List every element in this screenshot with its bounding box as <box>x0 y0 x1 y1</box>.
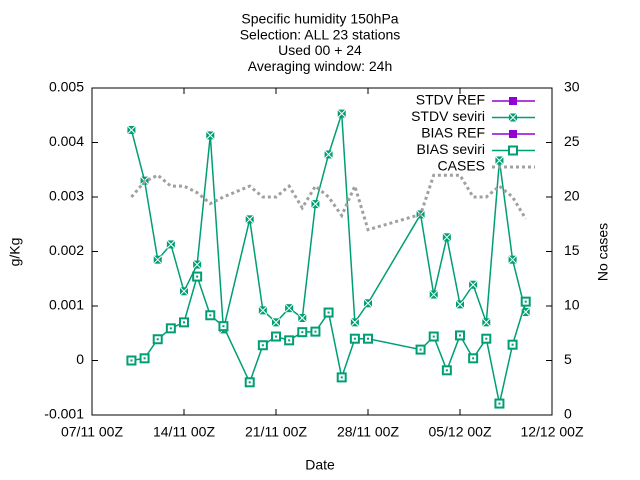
point-cross <box>350 317 360 327</box>
point-cross <box>468 280 478 290</box>
y2-tick-label: 15 <box>564 242 580 258</box>
point-dot <box>340 376 343 379</box>
legend-label: BIAS seviri <box>417 141 485 157</box>
y-tick-label: 0.005 <box>49 79 84 95</box>
point-dot <box>327 311 330 314</box>
point-dot <box>353 337 356 340</box>
point-cross <box>166 240 176 249</box>
point-cross <box>324 150 333 159</box>
point-dot <box>459 334 461 337</box>
legend-marker <box>508 145 518 156</box>
y-tick-label: 0.004 <box>49 133 84 149</box>
point-cross <box>481 317 491 327</box>
x-tick-label: 05/12 00Z <box>428 424 491 440</box>
point-dot <box>275 335 277 338</box>
point-cross <box>297 313 307 323</box>
point-cross <box>455 300 465 309</box>
series <box>126 271 531 409</box>
point-dot <box>524 300 527 303</box>
chart-title: Specific humidity 150hPa <box>241 11 398 27</box>
point-cross <box>127 125 136 135</box>
point-dot <box>209 314 212 317</box>
point-cross <box>429 290 439 299</box>
series-line <box>130 173 527 232</box>
point-cross <box>153 255 163 265</box>
legend-label: STDV seviri <box>411 108 485 124</box>
point-cross <box>245 214 255 224</box>
point-cross <box>284 303 294 313</box>
x-tick-label: 21/11 00Z <box>245 424 307 440</box>
chart-title: Averaging window: 24h <box>248 58 393 74</box>
y-tick-label: 0.001 <box>49 297 84 313</box>
point-dot <box>511 343 514 346</box>
point-cross <box>495 156 504 165</box>
legend-marker <box>509 130 517 138</box>
legend-marker-cross <box>508 113 518 122</box>
point-dot <box>419 348 422 351</box>
point-dot <box>314 330 317 333</box>
point-dot <box>143 357 146 360</box>
point-dot <box>301 331 304 334</box>
y-tick-label: 0 <box>76 351 84 367</box>
x-tick-label: 28/11 00Z <box>337 424 399 440</box>
y2-tick-label: 5 <box>564 351 572 367</box>
legend-marker <box>509 97 517 105</box>
series <box>130 173 527 232</box>
point-cross <box>205 131 215 140</box>
legend-label: BIAS REF <box>421 125 485 141</box>
point-dot <box>248 381 251 384</box>
point-dot <box>196 275 199 278</box>
y2-tick-label: 10 <box>564 297 580 313</box>
chart-title: Used 00 + 24 <box>278 42 362 58</box>
point-cross <box>311 199 320 209</box>
y2-tick-label: 30 <box>564 79 580 95</box>
point-dot <box>130 359 133 362</box>
legend-label: STDV REF <box>416 92 485 108</box>
point-cross <box>337 109 347 118</box>
y-tick-label: -0.001 <box>44 406 84 422</box>
y2-tick-label: 25 <box>564 133 580 149</box>
point-dot <box>261 344 264 347</box>
point-dot <box>498 402 501 405</box>
x-tick-label: 14/11 00Z <box>153 424 215 440</box>
y2-tick-label: 20 <box>564 188 580 204</box>
point-dot <box>472 357 475 360</box>
point-dot <box>169 327 172 330</box>
x-tick-label: 07/11 00Z <box>61 424 123 440</box>
point-dot <box>485 337 488 340</box>
point-dot <box>156 338 159 341</box>
point-cross <box>508 255 517 265</box>
y-tick-label: 0.003 <box>49 188 84 204</box>
point-dot <box>222 325 225 328</box>
point-cross <box>192 260 202 269</box>
point-cross <box>442 232 452 242</box>
point-cross <box>258 306 268 315</box>
point-cross <box>179 286 189 296</box>
point-dot <box>367 337 369 340</box>
y2-tick-label: 0 <box>564 406 572 422</box>
point-dot <box>432 335 435 338</box>
x-axis-label: Date <box>305 457 335 473</box>
point-dot <box>183 321 185 324</box>
point-dot <box>288 339 291 342</box>
point-cross <box>363 298 373 308</box>
y2-axis-label: No cases <box>595 223 611 281</box>
x-tick-label: 12/12 00Z <box>520 424 583 440</box>
y-axis-label: g/Kg <box>7 238 23 267</box>
point-cross <box>271 317 281 327</box>
chart-title: Selection: ALL 23 stations <box>240 26 401 42</box>
legend-label: CASES <box>438 158 485 174</box>
point-dot <box>445 369 448 372</box>
y-tick-label: 0.002 <box>49 242 84 258</box>
